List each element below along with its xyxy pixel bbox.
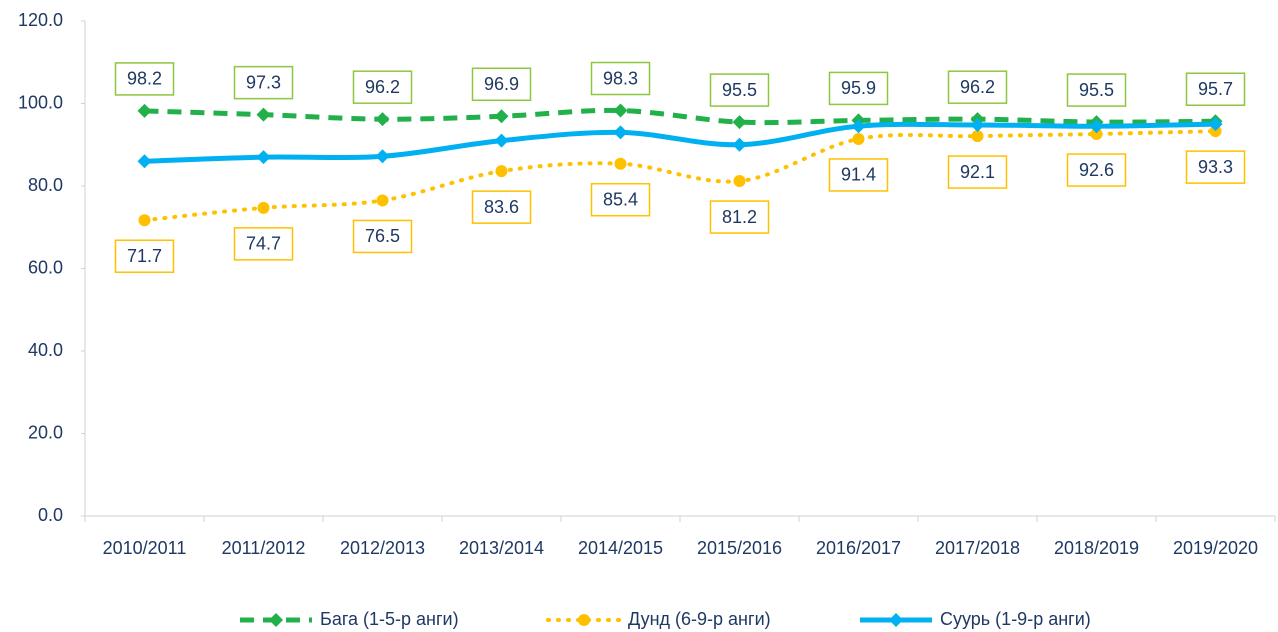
x-tick-label: 2013/2014 — [459, 538, 544, 558]
marker — [1208, 117, 1223, 132]
marker — [851, 119, 866, 134]
data-label: 83.6 — [484, 197, 519, 217]
x-tick-label: 2015/2016 — [697, 538, 782, 558]
data-label-box — [471, 190, 532, 224]
data-label: 76.5 — [365, 226, 400, 246]
x-tick-label: 2011/2012 — [222, 538, 306, 558]
legend-label: Дунд (6-9-р анги) — [628, 609, 771, 629]
data-label-box — [114, 239, 175, 273]
marker — [494, 109, 509, 124]
marker — [138, 214, 151, 227]
data-label: 81.2 — [722, 207, 757, 227]
x-tick-label: 2018/2019 — [1054, 538, 1139, 558]
data-label: 97.3 — [246, 72, 281, 92]
series: 98.2 97.3 96.2 96.9 98.3 95.5 95.9 96.2 95.5 95.7 — [114, 61, 1246, 130]
line — [142, 129, 1218, 223]
x-tick-label: 2016/2017 — [816, 538, 901, 558]
marker — [1089, 119, 1104, 134]
marker — [256, 107, 271, 122]
marker — [1209, 125, 1222, 138]
data-label-box — [590, 61, 651, 96]
data-label: 95.5 — [1079, 80, 1114, 100]
marker — [495, 165, 508, 178]
data-label: 96.2 — [365, 77, 400, 97]
marker — [613, 125, 628, 140]
marker — [732, 137, 747, 152]
data-label: 98.2 — [127, 69, 162, 89]
y-tick-label: 0.0 — [38, 505, 63, 525]
y-tick-label: 40.0 — [28, 340, 63, 360]
line — [144, 121, 1216, 164]
data-label-box — [947, 155, 1008, 189]
marker — [732, 115, 747, 130]
data-label: 92.1 — [960, 162, 995, 182]
data-label-box — [1066, 73, 1127, 107]
data-label: 74.7 — [246, 234, 281, 254]
marker — [494, 133, 509, 148]
line — [144, 107, 1216, 126]
y-tick-label: 20.0 — [28, 422, 63, 442]
x-tick-label: 2019/2020 — [1173, 538, 1258, 558]
y-tick-label: 80.0 — [28, 175, 63, 195]
marker — [256, 150, 271, 165]
marker — [613, 103, 628, 118]
y-tick-label: 100.0 — [18, 92, 63, 112]
data-label: 91.4 — [841, 165, 876, 185]
data-label-box — [828, 71, 889, 106]
marker — [137, 154, 152, 169]
legend-label: Суурь (1-9-р анги) — [940, 609, 1091, 629]
data-label: 71.7 — [127, 246, 162, 266]
y-tick-label: 60.0 — [28, 257, 63, 277]
data-label-box — [1185, 72, 1246, 106]
data-label-box — [233, 65, 294, 100]
marker — [614, 157, 627, 170]
data-label-box — [947, 70, 1008, 104]
marker — [970, 117, 985, 132]
data-label: 96.9 — [484, 74, 519, 94]
marker — [1090, 128, 1103, 141]
legend-label: Бага (1-5-р анги) — [320, 609, 459, 629]
legend-marker — [269, 613, 283, 627]
data-label-box — [709, 200, 770, 234]
data-label-box — [709, 73, 770, 107]
data-label-box — [590, 182, 651, 217]
legend-marker — [578, 614, 590, 626]
x-tick-label: 2014/2015 — [578, 538, 663, 558]
marker — [733, 175, 746, 188]
marker — [971, 130, 984, 143]
data-label: 95.5 — [722, 80, 757, 100]
x-tick-label: 2012/2013 — [340, 538, 425, 558]
marker — [376, 194, 389, 207]
legend-marker — [889, 613, 903, 627]
x-tick-label: 2010/2011 — [103, 538, 187, 558]
data-label: 95.9 — [841, 78, 876, 98]
data-label: 92.6 — [1079, 160, 1114, 180]
marker — [375, 112, 390, 127]
data-label: 85.4 — [603, 189, 638, 209]
y-tick-label: 120.0 — [18, 10, 63, 30]
marker — [852, 132, 865, 145]
data-label-box — [1185, 150, 1246, 184]
marker — [137, 103, 152, 118]
data-label: 96.2 — [960, 77, 995, 97]
data-label-box — [1066, 153, 1127, 187]
series: 71.7 74.7 76.5 83.6 85.4 81.2 91.4 92.1 92.6 93.3 — [114, 125, 1246, 273]
data-label-box — [352, 70, 413, 104]
x-tick-label: 2017/2018 — [935, 538, 1020, 558]
marker — [257, 201, 270, 214]
data-label: 95.7 — [1198, 79, 1233, 99]
series — [137, 117, 1223, 169]
data-label-box — [828, 158, 889, 192]
data-label: 98.3 — [603, 68, 638, 88]
marker — [375, 149, 390, 164]
data-label-box — [114, 62, 175, 96]
data-label-box — [471, 67, 532, 102]
data-label-box — [352, 219, 413, 254]
data-label-box — [233, 227, 294, 261]
data-label: 93.3 — [1198, 157, 1233, 177]
